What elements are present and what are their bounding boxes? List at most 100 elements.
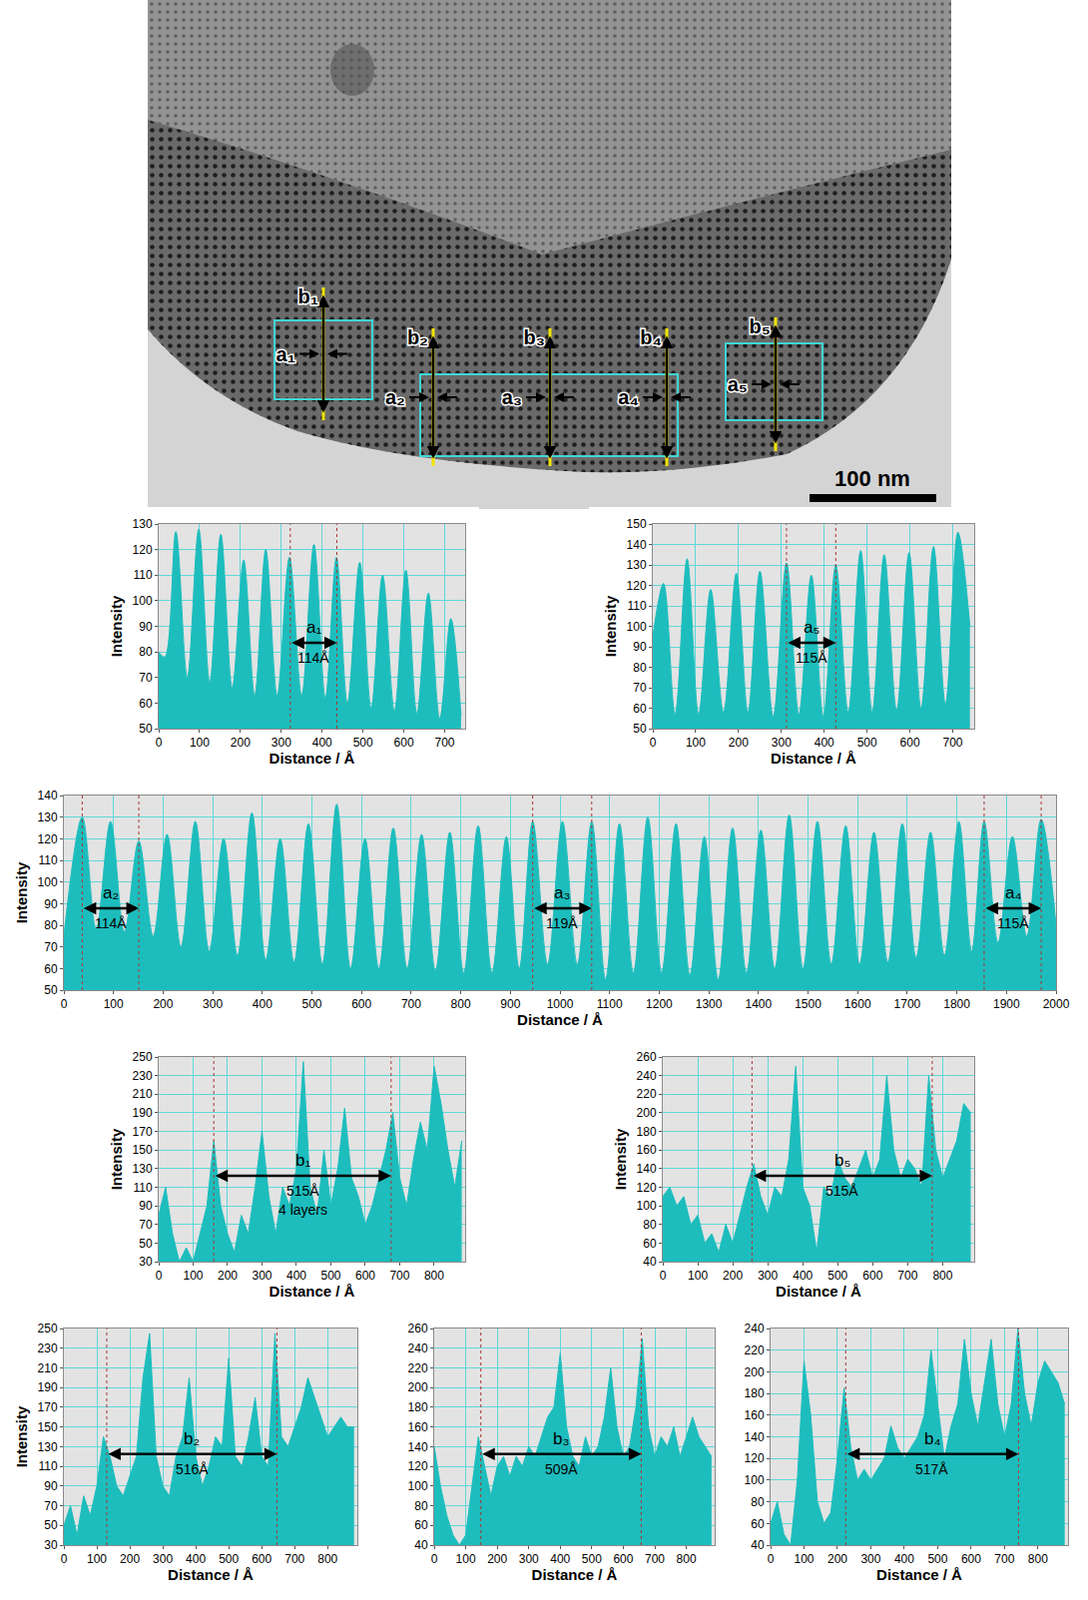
- svg-text:700: 700: [401, 997, 422, 1012]
- svg-text:80: 80: [414, 1499, 429, 1514]
- svg-text:700: 700: [897, 1268, 918, 1283]
- svg-text:70: 70: [43, 1499, 58, 1514]
- svg-text:170: 170: [37, 1400, 58, 1415]
- svg-text:1300: 1300: [695, 997, 723, 1012]
- svg-text:200: 200: [217, 1268, 238, 1283]
- svg-text:Distance / Å: Distance / Å: [775, 1282, 862, 1300]
- svg-text:90: 90: [632, 639, 647, 654]
- svg-text:120: 120: [408, 1459, 429, 1474]
- svg-text:140: 140: [37, 788, 58, 803]
- svg-text:b₂: b₂: [183, 1429, 200, 1449]
- svg-text:0: 0: [431, 1552, 439, 1567]
- svg-text:1800: 1800: [943, 997, 971, 1012]
- svg-text:30: 30: [43, 1538, 58, 1553]
- svg-text:100: 100: [636, 1198, 657, 1213]
- svg-text:100: 100: [685, 735, 706, 750]
- svg-text:90: 90: [43, 897, 58, 912]
- svg-text:300: 300: [202, 997, 223, 1012]
- svg-text:130: 130: [132, 1161, 153, 1176]
- svg-text:400: 400: [312, 735, 333, 750]
- svg-text:700: 700: [644, 1552, 665, 1567]
- svg-text:Distance / Å: Distance / Å: [532, 1566, 618, 1584]
- svg-text:180: 180: [408, 1400, 429, 1415]
- svg-text:Intensity: Intensity: [107, 594, 125, 657]
- svg-text:700: 700: [284, 1552, 305, 1567]
- svg-text:b₅: b₅: [834, 1150, 851, 1170]
- svg-text:800: 800: [451, 997, 472, 1012]
- svg-text:100: 100: [189, 735, 210, 750]
- svg-text:b₃: b₃: [524, 326, 545, 349]
- svg-text:600: 600: [351, 997, 372, 1012]
- svg-text:60: 60: [632, 701, 647, 716]
- svg-text:Intensity: Intensity: [12, 1405, 30, 1468]
- svg-text:30: 30: [138, 1254, 153, 1269]
- svg-text:500: 500: [353, 735, 374, 750]
- svg-text:114Å: 114Å: [94, 915, 127, 932]
- svg-text:a₅: a₅: [803, 617, 820, 637]
- svg-text:1900: 1900: [993, 997, 1021, 1012]
- svg-text:b₅: b₅: [749, 315, 771, 338]
- svg-text:4 layers: 4 layers: [278, 1201, 328, 1218]
- svg-text:119Å: 119Å: [545, 915, 578, 932]
- svg-text:b₁: b₁: [298, 285, 320, 308]
- svg-text:1700: 1700: [894, 997, 922, 1012]
- svg-text:Distance / Å: Distance / Å: [770, 749, 857, 767]
- svg-text:0: 0: [155, 1268, 163, 1283]
- svg-text:60: 60: [750, 1517, 765, 1532]
- svg-text:120: 120: [132, 543, 153, 557]
- svg-text:700: 700: [435, 735, 456, 750]
- svg-text:50: 50: [43, 1518, 58, 1533]
- svg-text:50: 50: [138, 1236, 153, 1251]
- svg-text:500: 500: [857, 735, 878, 750]
- svg-text:500: 500: [218, 1552, 239, 1567]
- svg-text:200: 200: [722, 1268, 743, 1283]
- svg-text:110: 110: [132, 567, 152, 582]
- svg-text:0: 0: [155, 735, 163, 750]
- svg-text:190: 190: [37, 1380, 58, 1395]
- svg-text:220: 220: [744, 1343, 765, 1358]
- svg-text:300: 300: [152, 1552, 173, 1567]
- svg-text:a₂: a₂: [385, 386, 406, 409]
- svg-text:260: 260: [408, 1321, 429, 1336]
- svg-text:160: 160: [636, 1142, 657, 1157]
- svg-text:600: 600: [612, 1552, 633, 1567]
- svg-text:0: 0: [60, 997, 68, 1012]
- svg-text:Distance / Å: Distance / Å: [517, 1011, 603, 1029]
- svg-text:180: 180: [636, 1124, 657, 1139]
- svg-text:1200: 1200: [645, 997, 673, 1012]
- svg-text:240: 240: [636, 1069, 657, 1084]
- svg-text:190: 190: [132, 1105, 153, 1120]
- svg-text:150: 150: [626, 517, 647, 532]
- svg-text:230: 230: [37, 1341, 58, 1356]
- svg-text:80: 80: [750, 1495, 765, 1510]
- svg-text:240: 240: [744, 1321, 765, 1336]
- svg-text:80: 80: [138, 644, 153, 659]
- svg-text:70: 70: [138, 670, 153, 685]
- svg-text:a₃: a₃: [553, 883, 570, 903]
- svg-text:200: 200: [827, 1552, 848, 1567]
- svg-text:160: 160: [744, 1408, 765, 1423]
- svg-text:a₁: a₁: [306, 617, 322, 637]
- svg-text:a₂: a₂: [102, 883, 119, 903]
- svg-text:a₅: a₅: [727, 373, 748, 396]
- svg-text:b₁: b₁: [295, 1150, 311, 1170]
- svg-text:b₃: b₃: [552, 1429, 569, 1449]
- svg-text:1400: 1400: [744, 997, 772, 1012]
- svg-text:60: 60: [414, 1518, 429, 1533]
- svg-text:170: 170: [132, 1124, 153, 1139]
- svg-text:150: 150: [37, 1420, 58, 1435]
- svg-text:220: 220: [636, 1087, 657, 1101]
- svg-text:115Å: 115Å: [997, 915, 1030, 932]
- svg-text:200: 200: [119, 1552, 140, 1567]
- svg-text:100 nm: 100 nm: [834, 466, 911, 492]
- svg-text:110: 110: [37, 1459, 57, 1474]
- svg-text:100: 100: [744, 1473, 765, 1488]
- svg-text:Distance / Å: Distance / Å: [167, 1566, 254, 1584]
- svg-text:b₂: b₂: [407, 326, 429, 349]
- svg-text:140: 140: [626, 538, 647, 552]
- svg-text:260: 260: [636, 1050, 657, 1065]
- svg-text:200: 200: [230, 735, 251, 750]
- svg-text:200: 200: [744, 1365, 765, 1380]
- svg-text:400: 400: [894, 1552, 915, 1567]
- svg-text:160: 160: [408, 1420, 429, 1435]
